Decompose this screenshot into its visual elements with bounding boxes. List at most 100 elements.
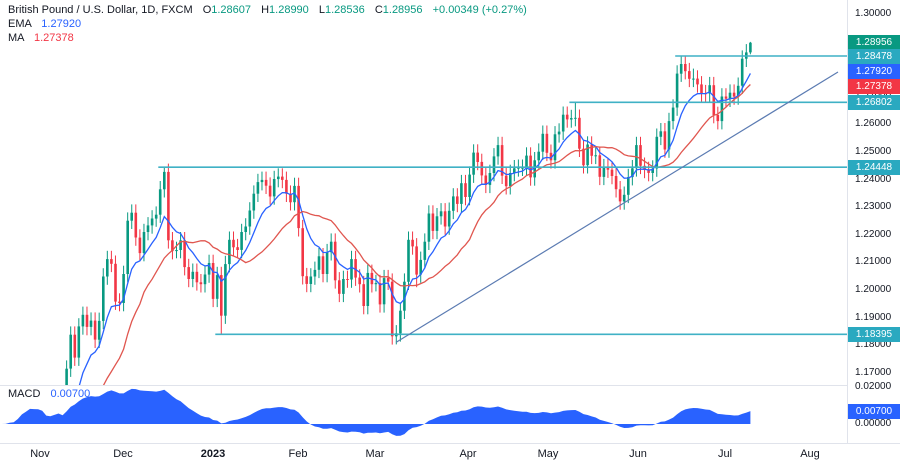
legend-macd-row[interactable]: MACD 0.00700 (8, 388, 90, 400)
candle-body (447, 210, 451, 227)
time-axis-label: Mar (365, 448, 385, 460)
candle-body (736, 85, 740, 97)
candle-body (557, 131, 561, 135)
price-tick-label: 1.21000 (855, 256, 892, 268)
candle-body (138, 237, 142, 254)
candle-body (565, 114, 569, 120)
candle-body (305, 276, 308, 284)
candle-body (586, 144, 589, 166)
candle-body (606, 167, 610, 170)
price-tick-label: 1.22000 (855, 228, 892, 240)
candle-body (130, 212, 133, 221)
candle-body (358, 277, 361, 285)
candle-body (65, 368, 68, 385)
candle-body (228, 239, 231, 265)
candle-body (378, 283, 382, 305)
candle-body (407, 239, 410, 282)
time-axis[interactable]: Nov Dec 2023 Feb Mar Apr May Jun Jul Aug (0, 443, 900, 464)
candle-body (142, 232, 146, 253)
candle-body (102, 276, 105, 321)
candle-body (692, 78, 695, 80)
candle-body (122, 274, 125, 303)
candle-body (574, 117, 577, 119)
candle-body (545, 133, 549, 153)
candle-body (452, 196, 455, 211)
price-tick-label: 1.18000 (855, 339, 892, 351)
candle-body (590, 144, 593, 156)
candle-body (553, 134, 557, 161)
candles-layer (65, 41, 752, 385)
legend-symbol-row[interactable]: British Pound / U.S. Dollar, 1D, FXCM O1… (8, 4, 527, 17)
candle-body (443, 211, 447, 227)
candle-body (610, 169, 614, 176)
candle-body (700, 84, 703, 94)
candle-body (716, 115, 720, 122)
candle-body (93, 320, 97, 340)
macd-label: MACD (8, 388, 41, 400)
candle-body (419, 259, 422, 275)
candle-body (81, 314, 85, 327)
candle-body (460, 183, 463, 204)
price-badge: 1.26802 (848, 94, 900, 110)
candle-body (150, 218, 154, 226)
price-badge: 1.28956 (848, 35, 900, 51)
candle-body (712, 85, 716, 115)
candle-body (382, 278, 386, 305)
candle-body (195, 271, 199, 283)
candle-body (618, 189, 622, 202)
candle-body (167, 171, 170, 241)
candle-body (110, 259, 113, 264)
candle-body (525, 155, 528, 168)
time-axis-label: 2023 (200, 448, 226, 460)
candle-body (183, 240, 186, 268)
candle-body (521, 167, 524, 169)
candle-body (134, 212, 138, 238)
price-badge: 0.00700 (848, 403, 900, 419)
candle-body (268, 185, 272, 197)
trend-line[interactable] (395, 71, 839, 343)
time-axis-label: Feb (288, 448, 308, 460)
open-label: O (202, 4, 212, 16)
candle-body (277, 176, 280, 180)
ema-line (78, 73, 751, 385)
candle-body (509, 173, 512, 187)
candle-body (73, 334, 77, 358)
candle-body (561, 114, 565, 132)
candle-body (248, 210, 252, 227)
candle-body (224, 264, 227, 316)
candle-body (732, 92, 736, 97)
candle-body (659, 131, 663, 137)
candle-body (215, 275, 219, 299)
candle-body (728, 92, 732, 99)
candle-body (236, 247, 239, 250)
legend-ma-row[interactable]: MA 1.27378 (8, 32, 74, 45)
legend-ema-row[interactable]: EMA 1.27920 (8, 18, 81, 31)
candle-body (220, 275, 223, 316)
price-tick-label: 1.25000 (855, 146, 892, 157)
candle-body (496, 145, 500, 157)
candle-body (390, 281, 394, 337)
candle-body (570, 118, 573, 120)
candle-body (468, 174, 471, 197)
candle-body (582, 148, 585, 166)
candle-body (309, 276, 313, 284)
candle-body (647, 169, 650, 173)
candle-body (598, 155, 602, 177)
candle-body (187, 267, 190, 279)
close-label: C (374, 4, 383, 16)
price-badge: 1.27920 (848, 63, 900, 79)
candle-body (163, 171, 166, 190)
candle-body (146, 225, 150, 232)
candle-body (675, 73, 679, 108)
time-axis-label: Aug (800, 448, 820, 460)
high-value: 1.28990 (269, 4, 309, 16)
candle-body (77, 326, 81, 358)
price-axis[interactable]: 1.300001.290001.280001.270001.260001.250… (847, 0, 900, 443)
candle-body (488, 173, 492, 185)
candle-body (720, 96, 724, 122)
candle-body (622, 194, 626, 202)
price-tick-label: 1.23000 (855, 201, 892, 213)
candle-body (366, 272, 370, 306)
candle-body (313, 269, 317, 277)
